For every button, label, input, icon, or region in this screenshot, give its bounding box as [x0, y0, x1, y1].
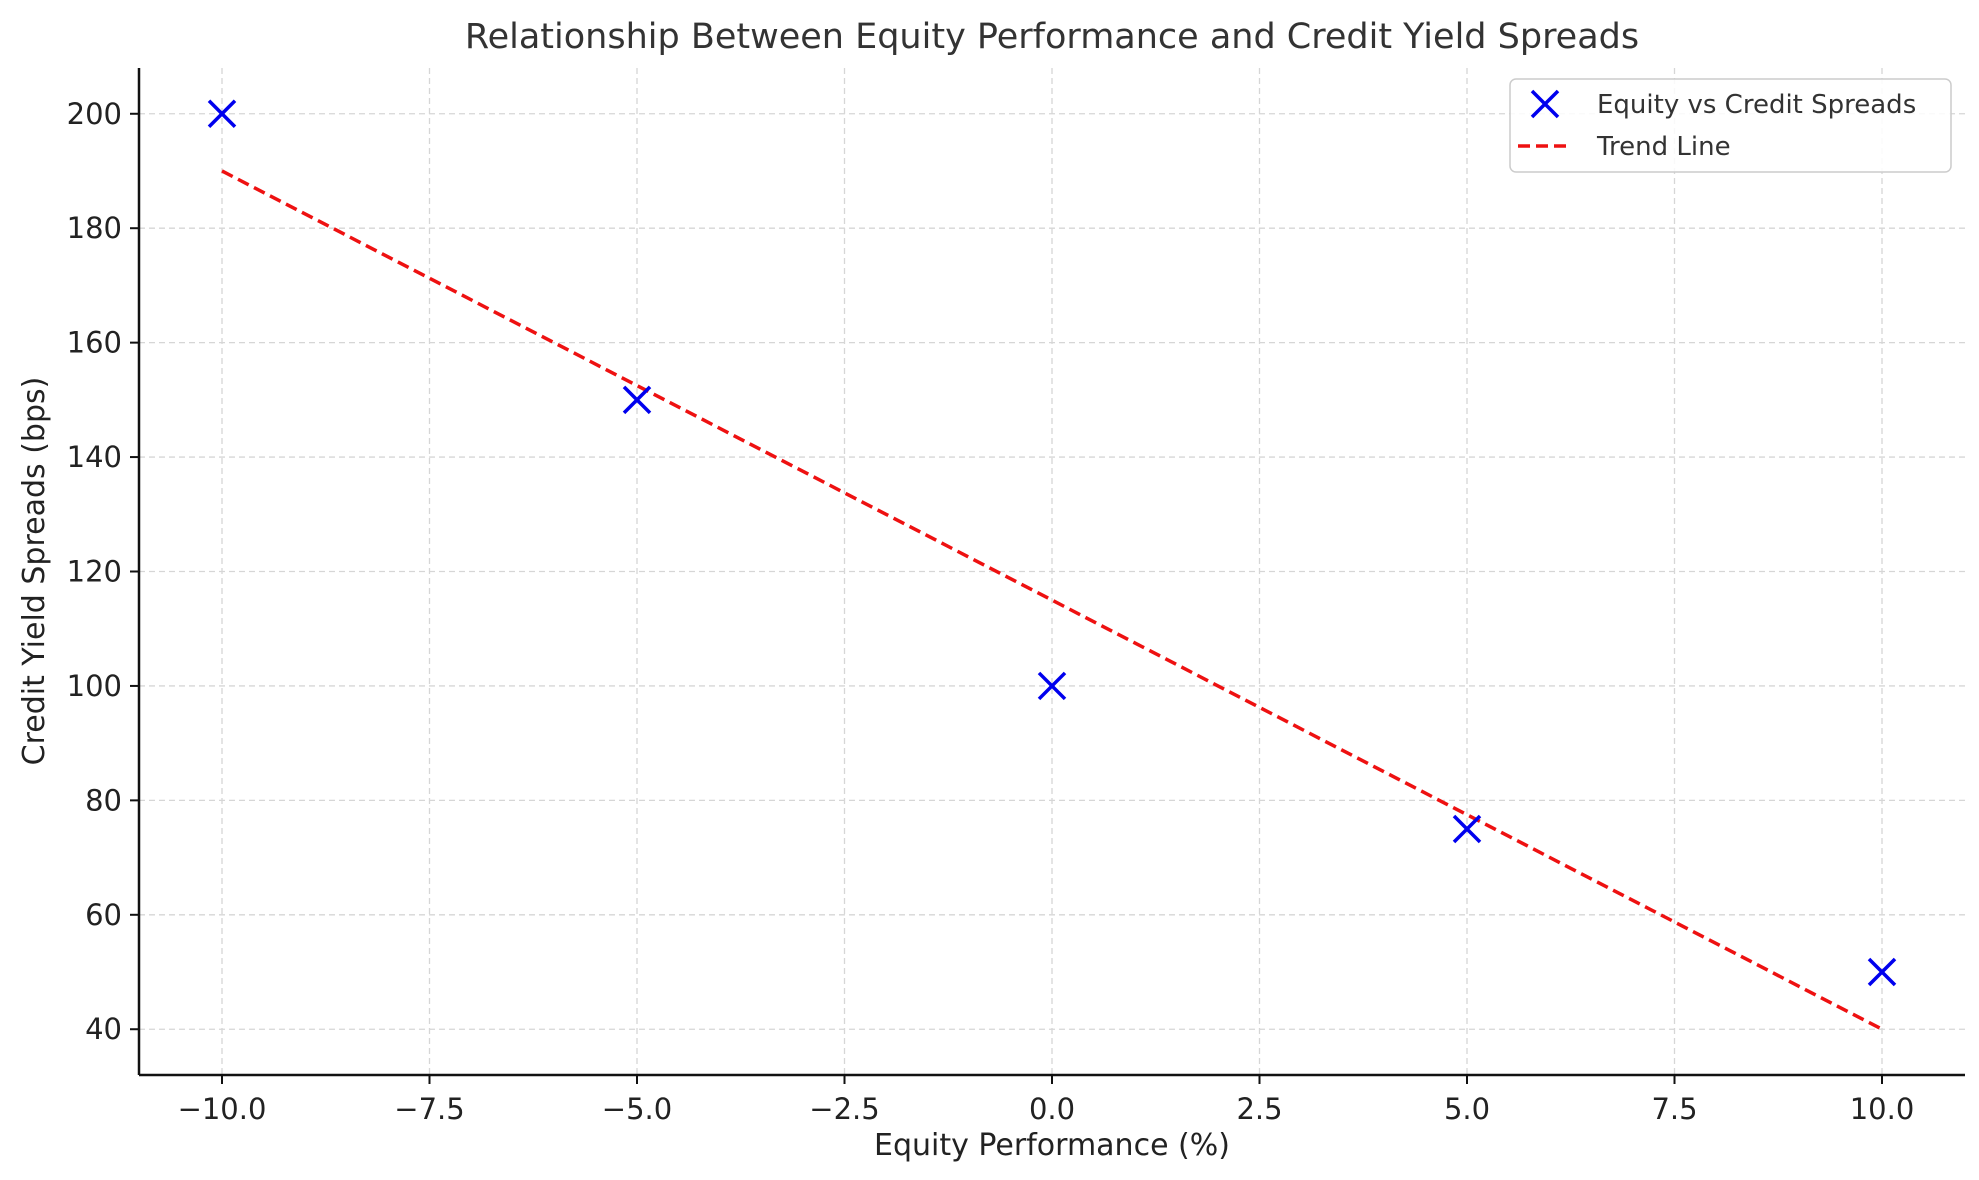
y-tick-label: 60 [85, 898, 122, 932]
x-tick-label: 10.0 [1850, 1092, 1915, 1126]
y-axis-label: Credit Yield Spreads (bps) [17, 377, 52, 766]
y-tick-label: 140 [67, 440, 122, 474]
scatter-point [1867, 957, 1897, 987]
legend-label-scatter: Equity vs Credit Spreads [1597, 90, 1916, 120]
legend-box [1509, 78, 1952, 173]
y-tick-label: 80 [85, 783, 122, 817]
x-tick-label: −2.5 [809, 1092, 879, 1126]
x-tick-label: −7.5 [394, 1092, 464, 1126]
legend-x-icon [1530, 89, 1560, 119]
scatter-point [1452, 814, 1482, 844]
x-tick-label: 2.5 [1236, 1092, 1282, 1126]
scatter-point [1037, 671, 1067, 701]
y-tick-label: 120 [67, 555, 122, 589]
y-tick-label: 100 [67, 669, 122, 703]
x-tick-label: 5.0 [1444, 1092, 1490, 1126]
scatter-point [622, 385, 652, 415]
x-tick-label: 7.5 [1651, 1092, 1697, 1126]
legend: Equity vs Credit Spreads Trend Line [1509, 78, 1952, 173]
scatter-point [207, 99, 237, 129]
series [207, 99, 1897, 1031]
y-tick-label: 40 [85, 1012, 122, 1046]
trend-line [221, 169, 1883, 1031]
y-tick-label: 200 [67, 97, 122, 131]
legend-label-trend: Trend Line [1596, 132, 1731, 162]
tick-marks: −10.0 −7.5 −5.0 −2.5 0.0 2.5 5.0 7.5 10.0 40 60 80 1… [67, 97, 1915, 1126]
x-tick-label: −5.0 [602, 1092, 672, 1126]
legend-scatter-marker [1530, 89, 1560, 119]
y-tick-label: 180 [67, 211, 122, 245]
y-tick-label: 160 [67, 326, 122, 360]
x-axis-label: Equity Performance (%) [874, 1128, 1230, 1163]
x-tick-label: 0.0 [1029, 1092, 1075, 1126]
x-tick-label: −10.0 [178, 1092, 267, 1126]
chart-title: Relationship Between Equity Performance … [465, 17, 1639, 57]
grid-lines [139, 68, 1965, 1075]
